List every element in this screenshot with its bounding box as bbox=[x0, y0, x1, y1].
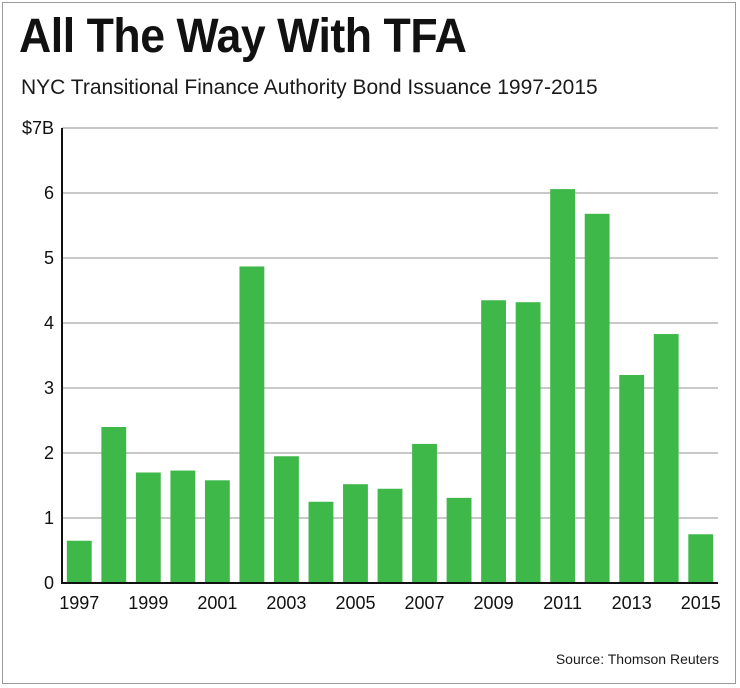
bar-2004 bbox=[308, 501, 334, 583]
x-tick-label-2001: 2001 bbox=[197, 593, 237, 613]
x-tick-label-1999: 1999 bbox=[128, 593, 168, 613]
y-tick-label-3: 3 bbox=[44, 378, 54, 398]
bar-2013 bbox=[619, 375, 645, 583]
bar-2005 bbox=[343, 484, 368, 583]
y-tick-label-0: 0 bbox=[44, 573, 54, 593]
y-tick-label-7: $7B bbox=[22, 118, 54, 138]
bar-2007 bbox=[412, 443, 437, 583]
y-tick-label-1: 1 bbox=[44, 508, 54, 528]
bars bbox=[66, 189, 714, 584]
chart-subtitle: NYC Transitional Finance Authority Bond … bbox=[21, 76, 598, 99]
x-tick-labels: 1997 1999 2001 2003 2005 2007 2009 2011 2013 2015 bbox=[59, 593, 721, 613]
x-tick-label-2011: 2011 bbox=[543, 593, 582, 613]
x-tick-label-2003: 2003 bbox=[266, 593, 306, 613]
axes bbox=[61, 128, 718, 584]
bar-2001 bbox=[204, 480, 230, 583]
chart-title: All The Way With TFA bbox=[19, 10, 467, 63]
y-tick-labels: 0 1 2 3 4 5 6 $7B bbox=[22, 118, 54, 593]
bar-1999 bbox=[135, 472, 161, 583]
bar-2006 bbox=[377, 488, 403, 583]
x-tick-label-2007: 2007 bbox=[405, 593, 445, 613]
x-tick-label-2015: 2015 bbox=[681, 593, 721, 613]
x-tick-label-2005: 2005 bbox=[335, 593, 375, 613]
bar-2002 bbox=[239, 266, 265, 583]
x-tick-label-2009: 2009 bbox=[474, 593, 514, 613]
bar-2009 bbox=[481, 300, 507, 583]
bar-2008 bbox=[446, 497, 472, 583]
x-tick-label-2013: 2013 bbox=[612, 593, 652, 613]
x-tick-label-1997: 1997 bbox=[59, 593, 99, 613]
bar-2000 bbox=[170, 470, 196, 583]
y-tick-label-6: 6 bbox=[44, 183, 54, 203]
bar-2003 bbox=[273, 456, 299, 583]
y-tick-label-4: 4 bbox=[44, 313, 54, 333]
bar-2010 bbox=[515, 302, 541, 583]
bar-1997 bbox=[66, 540, 92, 583]
bar-2011 bbox=[550, 189, 576, 583]
bar-2015 bbox=[688, 534, 714, 583]
bar-2012 bbox=[584, 213, 610, 584]
source-note: Source: Thomson Reuters bbox=[555, 651, 719, 667]
y-tick-label-5: 5 bbox=[44, 248, 54, 268]
bar-2014 bbox=[653, 334, 679, 583]
bar-1998 bbox=[101, 427, 127, 583]
y-tick-label-2: 2 bbox=[44, 443, 54, 463]
